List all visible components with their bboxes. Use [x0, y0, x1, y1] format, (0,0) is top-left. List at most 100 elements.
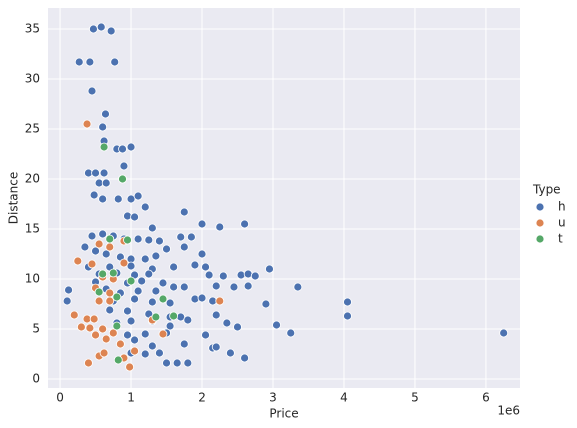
- point: [144, 269, 154, 279]
- y-tick-label: 5: [32, 322, 40, 336]
- point: [201, 330, 210, 340]
- point: [87, 259, 97, 269]
- point: [197, 249, 207, 259]
- point: [140, 329, 150, 339]
- point: [211, 342, 221, 352]
- point: [165, 321, 175, 331]
- legend-label: h: [558, 200, 566, 214]
- point: [123, 306, 132, 316]
- point: [113, 194, 123, 204]
- point: [106, 26, 116, 36]
- point: [98, 122, 108, 132]
- plot-area: [48, 8, 520, 388]
- point: [261, 299, 271, 309]
- point: [112, 321, 122, 331]
- point: [240, 219, 250, 229]
- legend-title: Type: [532, 183, 561, 197]
- point: [211, 281, 221, 291]
- point: [147, 341, 157, 351]
- point: [147, 297, 157, 307]
- point: [76, 322, 86, 332]
- y-tick-label: 25: [25, 122, 40, 136]
- point: [98, 229, 108, 239]
- point: [91, 246, 100, 256]
- point: [272, 320, 281, 330]
- point: [84, 358, 93, 368]
- point: [108, 328, 118, 338]
- point: [94, 239, 104, 249]
- y-tick-label: 15: [25, 222, 40, 236]
- point: [140, 202, 150, 212]
- x-axis-label: Price: [269, 407, 298, 421]
- point: [87, 231, 97, 241]
- point: [126, 142, 136, 152]
- point: [133, 286, 143, 296]
- point: [99, 142, 109, 152]
- point: [151, 312, 161, 322]
- x-tick-label: 3: [269, 391, 277, 405]
- point: [130, 294, 139, 304]
- point: [108, 268, 118, 278]
- point: [89, 314, 99, 324]
- x-tick-label: 4: [340, 391, 348, 405]
- y-tick-label: 20: [25, 172, 40, 186]
- point: [82, 119, 92, 129]
- point: [105, 242, 115, 252]
- point: [155, 236, 164, 246]
- x-tick-label: 2: [198, 391, 206, 405]
- point: [98, 324, 108, 334]
- point: [140, 254, 150, 264]
- point: [101, 109, 110, 119]
- point: [499, 328, 509, 338]
- point: [126, 316, 136, 326]
- point: [89, 190, 99, 200]
- point: [179, 242, 189, 252]
- point: [190, 294, 200, 304]
- point: [176, 232, 186, 242]
- point: [110, 57, 120, 67]
- point: [105, 234, 115, 244]
- point: [123, 235, 132, 245]
- point: [80, 242, 90, 252]
- point: [94, 287, 104, 297]
- point: [179, 282, 189, 292]
- point: [115, 339, 125, 349]
- point: [73, 256, 83, 266]
- point: [162, 244, 171, 254]
- y-tick-label: 10: [25, 272, 40, 286]
- point: [87, 86, 97, 96]
- point: [69, 310, 79, 320]
- legend-label: t: [558, 232, 563, 246]
- point: [186, 232, 196, 242]
- point: [162, 358, 171, 368]
- point: [172, 358, 182, 368]
- x-tick-label: 6: [482, 391, 490, 405]
- point: [233, 322, 242, 332]
- point: [226, 348, 235, 358]
- point: [130, 346, 139, 356]
- point: [118, 174, 127, 184]
- point: [201, 262, 210, 272]
- point: [286, 328, 296, 338]
- legend-marker: [535, 218, 545, 228]
- point: [158, 294, 168, 304]
- point: [74, 57, 84, 67]
- point: [96, 22, 106, 32]
- point: [123, 211, 132, 221]
- point: [179, 207, 189, 217]
- point: [133, 234, 143, 244]
- point: [105, 296, 115, 306]
- point: [179, 339, 189, 349]
- point: [105, 305, 115, 315]
- y-axis-label: Distance: [7, 172, 21, 224]
- point: [169, 311, 179, 321]
- point: [125, 362, 135, 372]
- point: [343, 297, 352, 307]
- point: [140, 349, 150, 359]
- point: [183, 315, 193, 325]
- legend-marker: [535, 202, 545, 212]
- point: [62, 296, 72, 306]
- point: [64, 285, 73, 295]
- x-tick-label: 1: [127, 391, 135, 405]
